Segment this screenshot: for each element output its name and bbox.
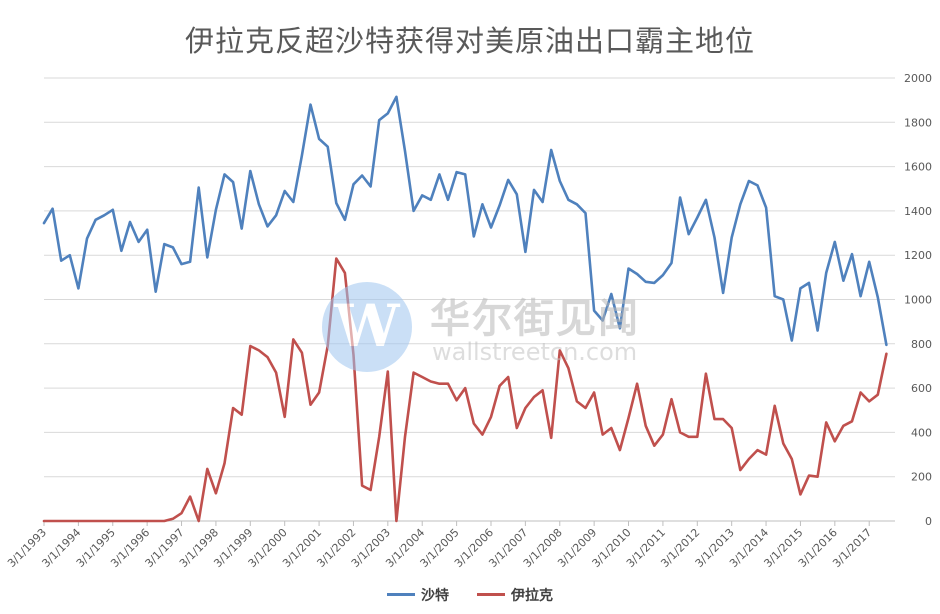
legend-item-0: 沙特 [387, 585, 449, 605]
watermark-chinese-text: 华尔街见闻 [430, 295, 640, 342]
legend: 沙特 伊拉克 [0, 584, 940, 605]
y-tick-label: 600 [911, 382, 932, 395]
y-tick-label: 400 [911, 426, 932, 439]
watermark-english-text: wallstreetcn.com [432, 338, 638, 366]
y-tick-label: 200 [911, 471, 932, 484]
y-tick-label: 1200 [904, 249, 932, 262]
legend-swatch [387, 593, 415, 596]
series-layer [42, 95, 888, 523]
x-axis: 3/1/19933/1/19943/1/19953/1/19963/1/1997… [5, 521, 874, 570]
legend-item-1: 伊拉克 [477, 585, 553, 605]
y-tick-label: 1600 [904, 161, 932, 174]
watermark-logo-letter: W [334, 292, 400, 360]
series-line-0 [42, 95, 888, 347]
y-tick-label: 1000 [904, 294, 932, 307]
watermark: W 华尔街见闻 wallstreetcn.com [322, 282, 652, 372]
y-tick-label: 2000 [904, 72, 932, 85]
watermark-logo: W [322, 282, 412, 372]
y-tick-label: 800 [911, 338, 932, 351]
y-tick-label: 0 [925, 515, 932, 528]
legend-label: 沙特 [421, 587, 449, 604]
grid-layer [44, 77, 895, 522]
series-line-1 [42, 257, 888, 523]
y-tick-label: 1400 [904, 205, 932, 218]
legend-swatch [477, 593, 505, 596]
chart-title: 伊拉克反超沙特获得对美原油出口霸主地位 [184, 24, 755, 58]
legend-label: 伊拉克 [511, 587, 553, 604]
y-axis: 0 200 400 600 800 1000 1200 1400 1600 1800 2000 [904, 72, 932, 528]
y-tick-label: 1800 [904, 116, 932, 129]
